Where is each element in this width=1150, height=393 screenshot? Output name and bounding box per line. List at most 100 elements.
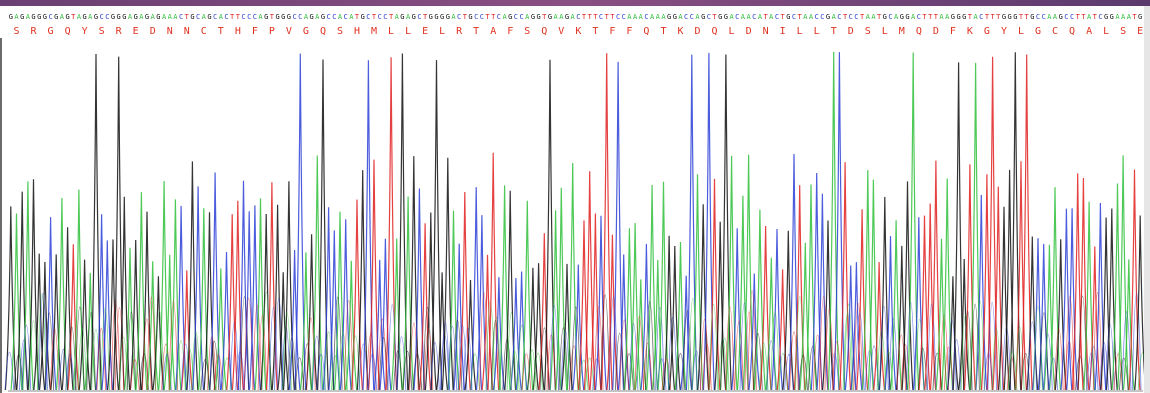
- nucleotide-letter: A: [559, 13, 564, 21]
- trace-bump-G: [75, 306, 85, 391]
- trace-peak-T: [583, 171, 596, 391]
- nucleotide-letter: T: [463, 13, 468, 21]
- trace-peak-T: [606, 234, 619, 391]
- nucleotide-letter: A: [554, 13, 559, 21]
- trace-peak-A: [549, 210, 562, 391]
- trace-peak-G: [1054, 239, 1067, 391]
- trace-bump-T: [747, 290, 757, 391]
- trace-bump-G: [600, 294, 610, 391]
- trace-peak-T: [1071, 173, 1084, 391]
- right-scrollbar[interactable]: [1144, 6, 1150, 393]
- nucleotide-letter: T: [1093, 13, 1098, 21]
- trace-peak-A: [799, 242, 812, 391]
- nucleotide-letter: A: [26, 13, 31, 21]
- nucleotide-letter: G: [207, 13, 211, 21]
- trace-peak-C: [192, 186, 205, 391]
- trace-bump-T: [252, 304, 262, 391]
- trace-bump-A: [914, 319, 925, 391]
- nucleotide-letter: C: [480, 13, 484, 21]
- nucleotide-letter: T: [860, 13, 865, 21]
- nucleotide-letter: A: [128, 13, 133, 21]
- nucleotide-letter: G: [134, 13, 138, 21]
- left-axis: [0, 38, 2, 393]
- nucleotide-letter: C: [100, 13, 104, 21]
- trace-bump-G: [645, 300, 655, 391]
- amino-acid-letter: Q: [65, 26, 71, 37]
- nucleotide-letter: G: [9, 13, 13, 21]
- nucleotide-letter: A: [502, 13, 507, 21]
- trace-bump-A: [118, 336, 129, 391]
- nucleotide-letter: G: [429, 13, 433, 21]
- nucleotide-letter: A: [571, 13, 576, 21]
- trace-bump-T: [377, 318, 388, 391]
- nucleotide-letter: C: [196, 13, 200, 21]
- trace-bump-T: [896, 334, 907, 391]
- trace-peak-C: [339, 219, 352, 391]
- nucleotide-letter: A: [650, 13, 655, 21]
- nucleotide-letter: T: [1076, 13, 1081, 21]
- nucleotide-letter: C: [292, 13, 296, 21]
- trace-bump-A: [778, 353, 788, 391]
- nucleotide-letter: C: [241, 13, 245, 21]
- trace-peak-T: [589, 213, 602, 391]
- nucleotide-letter: G: [434, 13, 438, 21]
- trace-peak-A: [1043, 244, 1056, 391]
- trace-peak-C: [492, 277, 505, 391]
- amino-acid-letter: N: [184, 26, 190, 37]
- nucleotide-letter: G: [537, 13, 541, 21]
- nucleotide-letter: C: [690, 13, 694, 21]
- nucleotide-letter: G: [962, 13, 966, 21]
- nucleotide-letter: G: [468, 13, 472, 21]
- trace-peak-A: [158, 180, 171, 391]
- trace-bump-A: [91, 329, 101, 391]
- nucleotide-letter: A: [1087, 13, 1092, 21]
- trace-peak-C: [912, 217, 925, 391]
- nucleotide-letter: C: [105, 13, 109, 21]
- nucleotide-letter: C: [366, 13, 370, 21]
- nucleotide-letter: T: [843, 13, 848, 21]
- trace-bump-C: [655, 307, 665, 391]
- nucleotide-letter: T: [877, 13, 882, 21]
- nucleotide-letter: T: [798, 13, 803, 21]
- nucleotide-letter: T: [712, 13, 717, 21]
- nucleotide-letter: T: [1025, 13, 1030, 21]
- nucleotide-letter: A: [633, 13, 638, 21]
- nucleotide-letter: T: [1132, 13, 1137, 21]
- nucleotide-letter: G: [1110, 13, 1114, 21]
- trace-peak-G: [129, 239, 142, 391]
- trace-peak-G: [946, 276, 959, 391]
- nucleotide-letter: G: [20, 13, 24, 21]
- trace-peak-T: [1020, 54, 1033, 391]
- trace-bump-A: [323, 331, 334, 391]
- trace-bump-A: [37, 294, 47, 391]
- trace-peak-G: [50, 254, 63, 391]
- trace-peak-A: [890, 220, 903, 391]
- nucleotide-letter: C: [849, 13, 853, 21]
- nucleotide-letter: G: [1008, 13, 1012, 21]
- amino-acid-letter: S: [13, 26, 19, 37]
- trace-peak-G: [561, 263, 573, 391]
- trace-bump-T: [734, 320, 744, 391]
- nucleotide-letter: C: [298, 13, 302, 21]
- nucleotide-letter: A: [151, 13, 156, 21]
- amino-acid-letter: G: [48, 26, 54, 37]
- nucleotide-letter: A: [973, 13, 978, 21]
- nucleotide-letter: A: [304, 13, 309, 21]
- trace-peak-A: [299, 252, 312, 391]
- amino-acid-letter: L: [814, 26, 820, 37]
- amino-acid-letter: E: [133, 26, 139, 37]
- trace-bump-T: [789, 331, 799, 391]
- trace-bump-T: [619, 319, 630, 391]
- trace-peak-A: [969, 62, 982, 391]
- trace-peak-A: [827, 51, 840, 391]
- trace-peak-G: [901, 181, 914, 391]
- trace-peak-G: [952, 62, 965, 391]
- trace-bump-C: [358, 343, 369, 391]
- trace-bump-C: [1027, 321, 1038, 391]
- trace-bump-C: [180, 343, 191, 391]
- nucleotide-letter: T: [922, 13, 927, 21]
- amino-acid-letter: R: [116, 26, 123, 37]
- trace-bump-G: [571, 306, 581, 391]
- trace-bump-G: [86, 312, 96, 391]
- amino-acid-letter: E: [422, 26, 428, 37]
